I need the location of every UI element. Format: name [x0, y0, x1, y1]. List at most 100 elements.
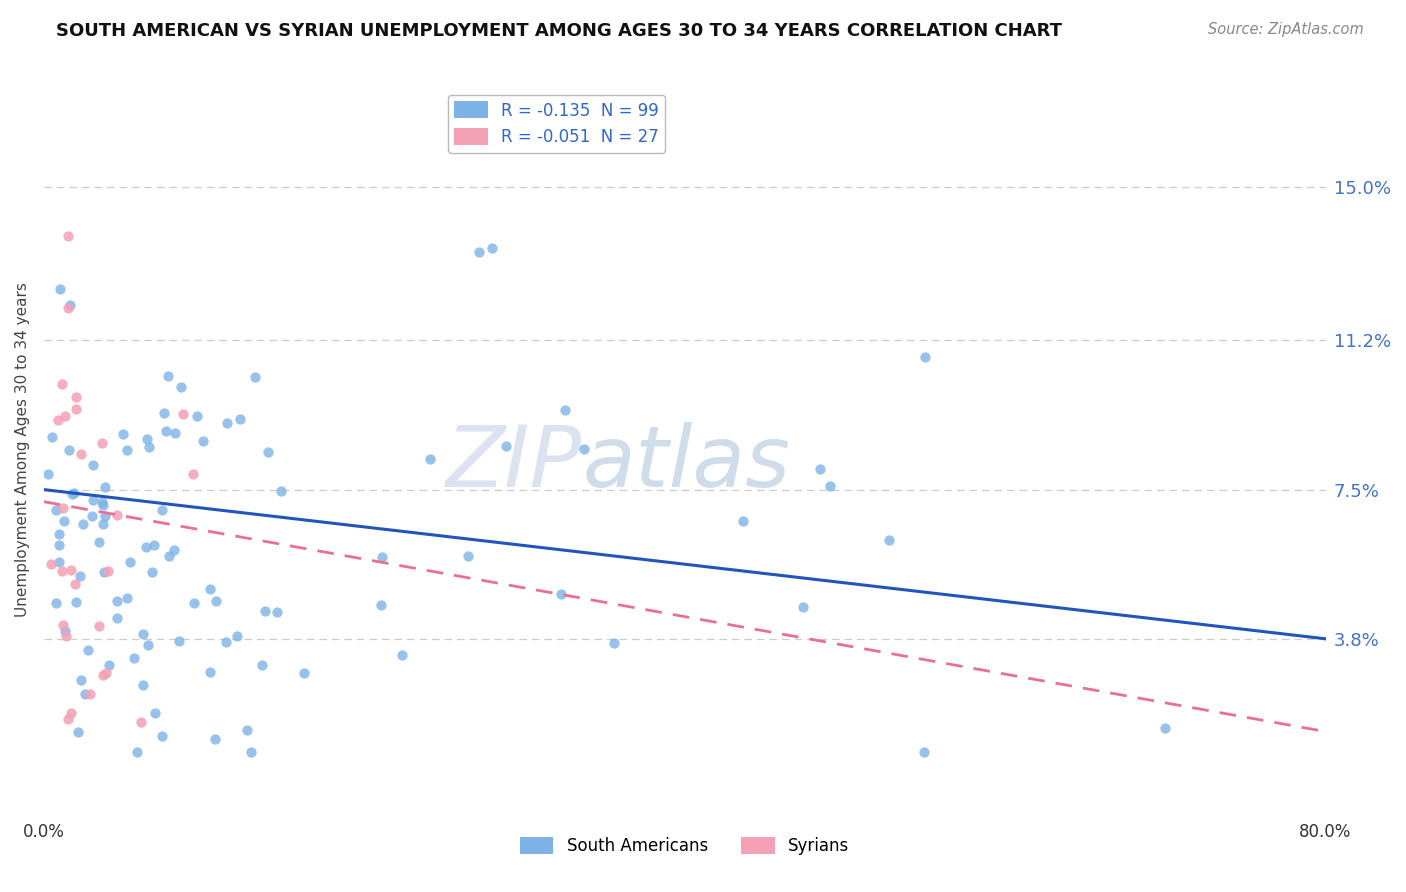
Point — [118, 555, 141, 569]
Point — [51, 564, 73, 578]
Point — [82, 493, 104, 508]
Point — [912, 745, 935, 759]
Point — [603, 636, 626, 650]
Point — [111, 427, 134, 442]
Point — [172, 407, 194, 421]
Point — [820, 479, 842, 493]
Point — [129, 714, 152, 729]
Point — [41, 430, 63, 444]
Point — [157, 549, 180, 563]
Point — [156, 369, 179, 384]
Point — [56, 301, 79, 315]
Point — [731, 514, 754, 528]
Text: SOUTH AMERICAN VS SYRIAN UNEMPLOYMENT AMONG AGES 30 TO 34 YEARS CORRELATION CHAR: SOUTH AMERICAN VS SYRIAN UNEMPLOYMENT AM… — [56, 22, 1063, 40]
Point — [370, 599, 392, 613]
Point — [150, 503, 173, 517]
Point — [65, 390, 87, 404]
Point — [550, 587, 572, 601]
Point — [94, 480, 117, 494]
Point — [37, 467, 59, 481]
Point — [63, 576, 86, 591]
Point — [59, 298, 82, 312]
Point — [44, 503, 66, 517]
Point — [117, 443, 139, 458]
Point — [53, 514, 76, 528]
Point — [163, 542, 186, 557]
Point — [257, 445, 280, 459]
Point — [58, 442, 80, 457]
Point — [60, 562, 83, 576]
Point — [94, 665, 117, 680]
Point — [127, 745, 149, 759]
Point — [914, 350, 936, 364]
Point — [391, 648, 413, 662]
Point — [136, 433, 159, 447]
Point — [186, 409, 208, 423]
Point — [56, 713, 79, 727]
Point — [1154, 721, 1177, 735]
Point — [481, 241, 503, 255]
Point — [93, 565, 115, 579]
Point — [60, 487, 83, 501]
Text: atlas: atlas — [582, 422, 790, 505]
Text: Source: ZipAtlas.com: Source: ZipAtlas.com — [1208, 22, 1364, 37]
Point — [191, 434, 214, 448]
Point — [122, 651, 145, 665]
Point — [143, 706, 166, 721]
Text: ZIP: ZIP — [446, 422, 582, 505]
Point — [808, 462, 831, 476]
Point — [69, 569, 91, 583]
Point — [105, 508, 128, 523]
Point — [69, 447, 91, 461]
Point — [141, 565, 163, 579]
Point — [170, 380, 193, 394]
Point — [51, 377, 73, 392]
Point — [142, 538, 165, 552]
Point — [150, 729, 173, 743]
Point — [152, 406, 174, 420]
Point — [243, 369, 266, 384]
Point — [56, 228, 79, 243]
Point — [72, 517, 94, 532]
Point — [253, 604, 276, 618]
Point — [82, 458, 104, 472]
Point — [419, 452, 441, 467]
Point — [574, 442, 596, 456]
Point — [53, 624, 76, 638]
Point — [51, 617, 73, 632]
Point — [98, 657, 121, 672]
Point — [198, 582, 221, 597]
Point — [97, 564, 120, 578]
Point — [65, 595, 87, 609]
Point — [87, 535, 110, 549]
Point — [59, 706, 82, 720]
Point — [39, 557, 62, 571]
Point — [155, 424, 177, 438]
Point — [167, 633, 190, 648]
Point — [270, 484, 292, 499]
Point — [91, 517, 114, 532]
Point — [215, 635, 238, 649]
Legend: R = -0.135  N = 99, R = -0.051  N = 27: R = -0.135 N = 99, R = -0.051 N = 27 — [447, 95, 665, 153]
Point — [200, 665, 222, 679]
Point — [46, 412, 69, 426]
Point — [132, 678, 155, 692]
Point — [495, 439, 517, 453]
Point — [77, 643, 100, 657]
Point — [48, 538, 70, 552]
Point — [138, 638, 160, 652]
Point — [292, 666, 315, 681]
Point — [226, 629, 249, 643]
Point — [45, 596, 67, 610]
Point — [90, 436, 112, 450]
Point — [879, 533, 901, 547]
Point — [65, 401, 87, 416]
Point — [138, 440, 160, 454]
Point — [107, 611, 129, 625]
Point — [132, 626, 155, 640]
Point — [67, 725, 90, 739]
Point — [55, 629, 77, 643]
Point — [204, 731, 226, 746]
Point — [554, 402, 576, 417]
Point — [49, 282, 72, 296]
